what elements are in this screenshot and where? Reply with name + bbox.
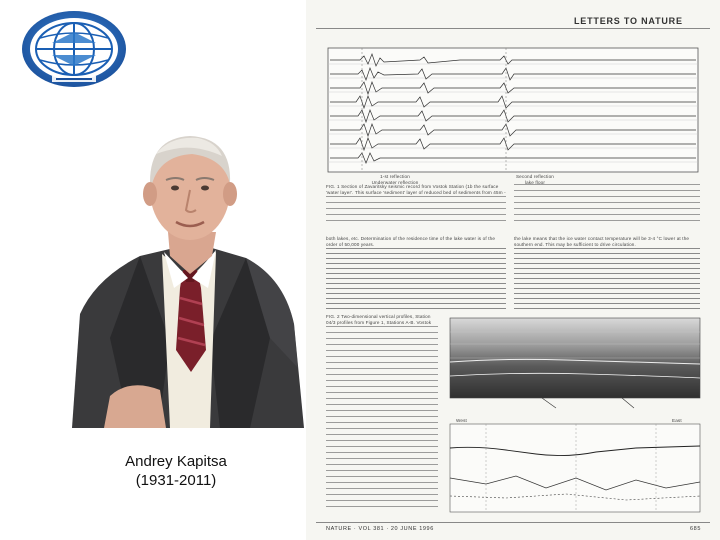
figure-1-caption-lines [326,196,506,226]
organization-logo [18,8,130,90]
figure-1-seismic-record: 1-st reflection Underwater reflection Se… [320,42,706,212]
figure-2-caption-lines [326,326,438,512]
figure-2-label-west: West [456,418,467,423]
portrait-photo [70,128,306,428]
figure-1-label-left: 1-st reflection Underwater reflection [371,174,419,186]
person-years: (1931-2011) [135,472,217,489]
figure-2-radar-profile [446,314,704,414]
figure-1-label-right: Second reflection lake floor [515,174,555,186]
footer-rule [316,522,710,523]
journal-header: LETTERS TO NATURE [574,16,683,26]
body-text-left-lines [326,248,506,310]
figure-1-caption-lines-right [514,184,700,226]
figure-2-label-east: East [672,418,682,423]
figure-1-caption: FIG. 1 Section of Zavaritsky seismic rec… [326,184,506,196]
page-number: 685 [690,526,701,532]
body-text-left: both lakes, etc. Determination of the re… [326,236,496,248]
journal-footer: NATURE · VOL 381 · 20 JUNE 1996 [326,526,434,532]
body-text-right: the lake means that the ice water contac… [514,236,690,248]
figure-2-caption: FIG. 2 Two-dimensional vertical profiles… [326,314,432,326]
body-text-right-lines [514,248,700,310]
header-rule [316,28,710,29]
article-scan: LETTERS TO NATURE [306,0,720,540]
person-name: Andrey Kapitsa [125,453,227,470]
figure-2-lower-chart: West East [446,418,704,518]
portrait-caption: Andrey Kapitsa (1931-2011) [96,452,256,490]
